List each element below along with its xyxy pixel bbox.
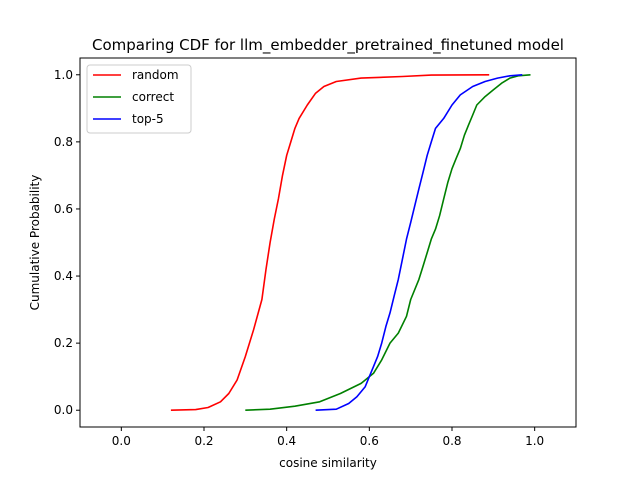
chart-title: Comparing CDF for llm_embedder_pretraine…	[92, 36, 564, 55]
x-tick-label: 0.2	[194, 434, 213, 448]
y-axis-label: Cumulative Probability	[28, 175, 42, 311]
plot-lines	[170, 74, 531, 411]
y-tick-label: 0.4	[54, 269, 73, 283]
series-line-correct	[245, 74, 531, 411]
x-tick-label: 0.8	[442, 434, 461, 448]
x-tick-label: 1.0	[525, 434, 544, 448]
legend: random correct top-5	[86, 64, 192, 134]
x-tick-label: 0.0	[112, 434, 131, 448]
legend-label-correct: correct	[132, 90, 174, 104]
legend-label-random: random	[132, 68, 179, 82]
x-axis: 0.0 0.2 0.4 0.6 0.8 1.0	[112, 427, 544, 448]
x-tick-label: 0.4	[277, 434, 296, 448]
y-tick-label: 0.6	[54, 202, 73, 216]
y-tick-label: 0.8	[54, 135, 73, 149]
y-tick-label: 0.0	[54, 403, 73, 417]
x-axis-label: cosine similarity	[279, 456, 377, 470]
y-axis: 0.0 0.2 0.4 0.6 0.8 1.0	[54, 68, 80, 417]
series-line-random	[170, 74, 490, 411]
x-tick-label: 0.6	[360, 434, 379, 448]
plot-frame	[79, 57, 577, 428]
series-line-top-5	[315, 74, 523, 411]
legend-box	[86, 64, 192, 134]
y-tick-label: 1.0	[54, 68, 73, 82]
legend-label-top-5: top-5	[132, 112, 164, 126]
y-tick-label: 0.2	[54, 336, 73, 350]
